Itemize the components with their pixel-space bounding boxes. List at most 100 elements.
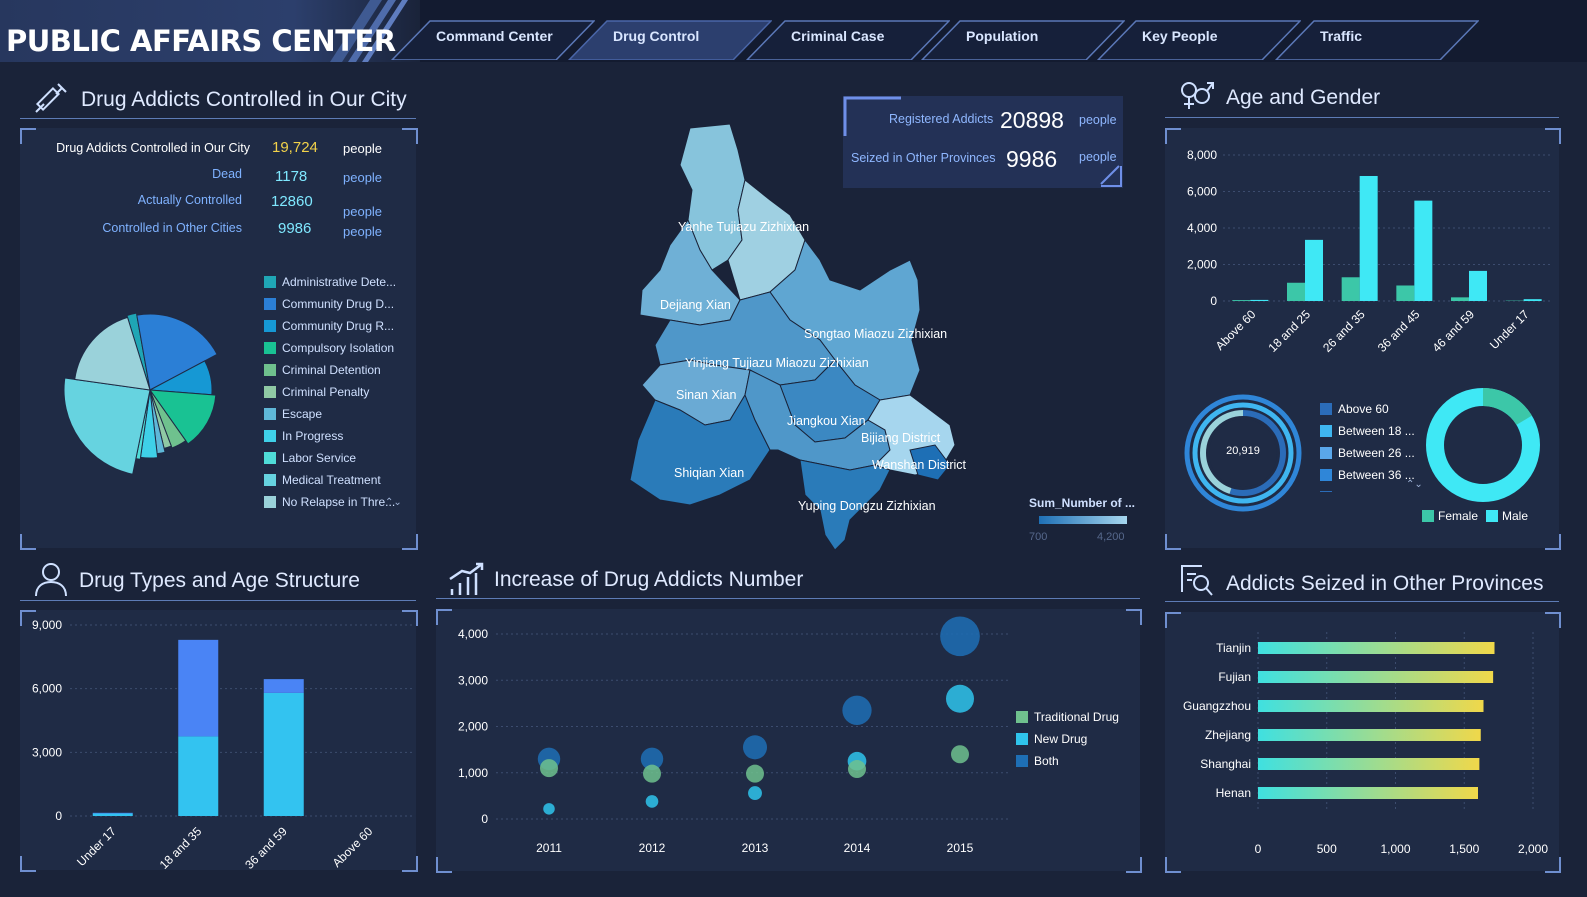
tab-traffic[interactable]: Traffic: [1274, 20, 1479, 60]
legend-swatch: [1016, 733, 1028, 745]
legend-label: Female: [1438, 509, 1479, 523]
age-legend: Above 60 Between 18 ... Between 26 ... Betw…: [1320, 398, 1415, 492]
legend-swatch: [264, 452, 276, 464]
tab-frame: [390, 20, 595, 60]
corner-bracket: [20, 128, 36, 144]
bar: [1451, 297, 1469, 301]
seized-hbar-chart: 0 500 1,000 1,500 2,000 Tianjin Fujian Guangzzh…: [1183, 632, 1548, 856]
legend-label: Community Drug R...: [282, 319, 395, 333]
bubble: [746, 764, 764, 783]
corner-bracket: [1545, 612, 1561, 628]
corner-bracket: [1545, 534, 1561, 550]
corner-bracket: [402, 534, 418, 550]
legend-item: Male: [1486, 509, 1528, 523]
bar: [1250, 299, 1269, 301]
legend-label: Escape: [282, 407, 323, 421]
legend-swatch: [264, 320, 276, 332]
legend-swatch: [264, 408, 276, 420]
legend-swatch: [1320, 425, 1332, 437]
tab-population[interactable]: Population: [920, 20, 1125, 60]
legend-scroll-icon[interactable]: ⌃⌄: [1406, 479, 1423, 490]
syringe-icon: [35, 83, 67, 113]
registered-label: Registered Addicts: [889, 112, 994, 126]
legend-item: New Drug: [1016, 728, 1119, 750]
legend-item: Medical Treatment: [264, 469, 396, 491]
bubble: [848, 760, 866, 779]
y-tick-label: Fujian: [1218, 670, 1251, 684]
tab-label: Traffic: [1320, 28, 1363, 44]
bar: [1287, 282, 1305, 301]
x-tick-label: 18 and 25: [1265, 307, 1313, 355]
legend-label: Between 26 ...: [1338, 446, 1415, 460]
corner-bracket: [436, 857, 452, 873]
legend-item: Community Drug D...: [264, 293, 396, 315]
legend-label: Medical Treatment: [282, 473, 381, 487]
app-title: PUBLIC AFFAIRS CENTER: [6, 24, 396, 58]
stat-value-total: 19,724: [272, 139, 318, 156]
map-region-label: Bijiang District: [861, 431, 941, 445]
title-underline: [436, 598, 1140, 599]
map-legend-max: 4,200: [1097, 531, 1125, 543]
legend-item: Compulsory Isolation: [264, 337, 396, 359]
bubble: [951, 745, 969, 764]
donut-hole: [1209, 419, 1277, 487]
legend-swatch: [1320, 447, 1332, 459]
legend-swatch: [264, 430, 276, 442]
map-legend-gradient[interactable]: [1039, 516, 1127, 524]
x-tick-label: 1,500: [1449, 842, 1479, 856]
tab-drug-control[interactable]: Drug Control: [567, 20, 772, 60]
tab-key-people[interactable]: Key People: [1096, 20, 1301, 60]
y-tick-label: 4,000: [458, 627, 488, 641]
bar-growth-icon: [449, 562, 484, 595]
bar: [1258, 758, 1480, 770]
legend-label: Administrative Dete...: [282, 275, 397, 289]
corner-bracket: [1165, 612, 1181, 628]
corner-bracket: [402, 128, 418, 144]
bar-segment: [178, 736, 219, 816]
stat-unit-dead: people: [343, 170, 383, 185]
legend-label: In Progress: [282, 429, 344, 443]
title-underline: [1165, 117, 1559, 118]
x-tick-label: 500: [1317, 842, 1337, 856]
drug-types-title: Drug Types and Age Structure: [79, 569, 360, 592]
x-tick-label: 2014: [844, 841, 871, 855]
corner-bracket: [1545, 128, 1561, 144]
legend-item: Both: [1016, 750, 1119, 772]
legend-swatch: [264, 298, 276, 310]
bar: [1232, 300, 1251, 301]
legend-label: No Relapse in Thre...: [282, 495, 396, 509]
tab-shape: [1274, 20, 1479, 60]
gender-icon: [1181, 82, 1214, 109]
age-gender-bar-chart: 0 2,000 4,000 6,000 8,000 Above 60 18 and 25 26…: [1187, 148, 1551, 355]
y-tick-label: 8,000: [1187, 148, 1217, 162]
tab-shape: [567, 20, 772, 60]
tab-criminal-case[interactable]: Criminal Case: [745, 20, 950, 60]
bar: [1258, 642, 1495, 654]
tab-shape: [745, 20, 950, 60]
bar: [1414, 200, 1433, 301]
tab-frame: [1274, 20, 1479, 60]
legend-swatch: [1320, 469, 1332, 481]
legend-scroll-icon[interactable]: ⌃⌄: [385, 497, 402, 508]
county-map: Yanhe Tujiazu Zizhixian Dejiang Xian Songt…: [629, 123, 967, 551]
tab-command-center[interactable]: Command Center: [390, 20, 595, 60]
tab-label: Drug Control: [613, 28, 700, 44]
bar-segment: [263, 692, 304, 816]
legend-swatch: [1486, 510, 1499, 522]
x-tick-label: Above 60: [330, 824, 376, 870]
bar: [1305, 239, 1323, 301]
pie-slice: [136, 313, 218, 391]
legend-label: New Drug: [1034, 732, 1088, 746]
donut-ring: [1184, 394, 1302, 512]
x-tick-label: Above 60: [1213, 307, 1259, 353]
bubble: [543, 803, 555, 815]
x-tick-label: 36 and 59: [242, 824, 290, 870]
y-tick-label: Tianjin: [1216, 641, 1251, 655]
map-region-label: Shiqian Xian: [674, 466, 744, 480]
x-tick-label: 2012: [639, 841, 666, 855]
map-region-label: Yinjiang Tujiazu Miaozu Zizhixian: [685, 356, 869, 370]
bar: [1469, 270, 1487, 301]
map-region: [629, 393, 771, 506]
legend-label: Labor Service: [282, 451, 357, 465]
pie-slice: [148, 389, 217, 445]
